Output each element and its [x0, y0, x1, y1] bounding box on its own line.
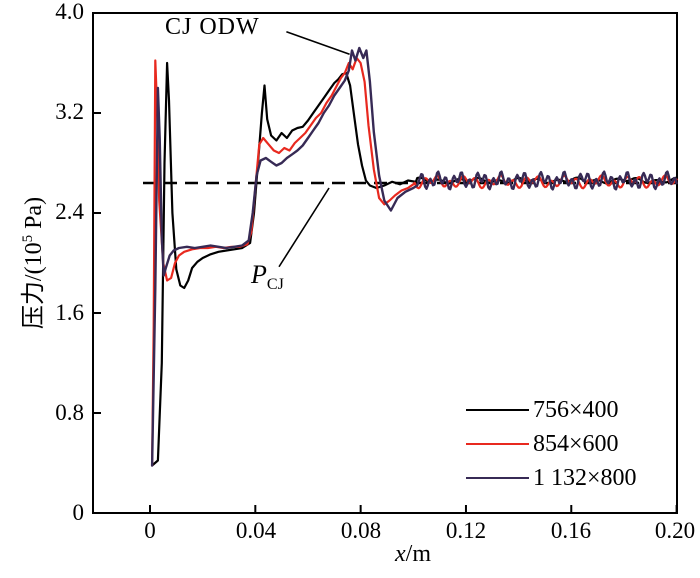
plot-frame	[92, 12, 678, 514]
x-axis-label: x/m	[395, 541, 431, 568]
pcj-leader-line	[278, 187, 330, 268]
y-tick-label: 0.8	[55, 400, 84, 425]
y-axis-label-suffix: Pa)	[21, 196, 47, 235]
legend-item-756x400: 756×400	[466, 393, 637, 427]
legend-label: 1 132×800	[533, 464, 637, 491]
y-axis-label-exponent: 5	[20, 234, 36, 243]
y-axis-label-prefix: 压力/(10	[21, 242, 47, 330]
y-tick-label: 4.0	[55, 0, 84, 24]
x-axis-label-symbol: x	[395, 541, 406, 567]
x-tick-label: 0.12	[445, 518, 487, 543]
x-axis-label-unit: /m	[405, 541, 431, 567]
y-tick-label: 3.2	[55, 99, 84, 124]
series-curve-1132×800	[150, 46, 678, 467]
x-tick-label: 0.16	[550, 518, 592, 543]
x-tick-label: 0	[144, 518, 156, 543]
y-tick-label: 1.6	[55, 300, 84, 325]
pcj-symbol: P	[251, 260, 267, 289]
legend-label: 756×400	[533, 396, 619, 423]
legend-item-1132x800: 1 132×800	[466, 461, 637, 495]
y-tick-label: 0	[72, 500, 85, 525]
cj-odw-leader-line	[286, 30, 350, 56]
x-tick-label: 0.08	[340, 518, 382, 543]
cj-odw-annotation: CJ ODW	[165, 14, 260, 40]
legend: 756×400 854×600 1 132×800	[466, 393, 637, 495]
legend-line-swatch-black	[466, 409, 529, 411]
x-tick-label: 0.20	[654, 518, 696, 543]
legend-item-854x600: 854×600	[466, 427, 637, 461]
legend-line-swatch-red	[466, 443, 529, 445]
y-axis-label: 压力/(105 Pa)	[13, 113, 47, 413]
legend-label: 854×600	[533, 430, 619, 457]
pcj-subscript: CJ	[266, 276, 284, 294]
y-tick-label: 2.4	[55, 199, 84, 224]
pcj-annotation: PCJ	[251, 260, 284, 294]
legend-line-swatch-purple	[466, 477, 529, 479]
x-tick-label: 0.04	[235, 518, 277, 543]
